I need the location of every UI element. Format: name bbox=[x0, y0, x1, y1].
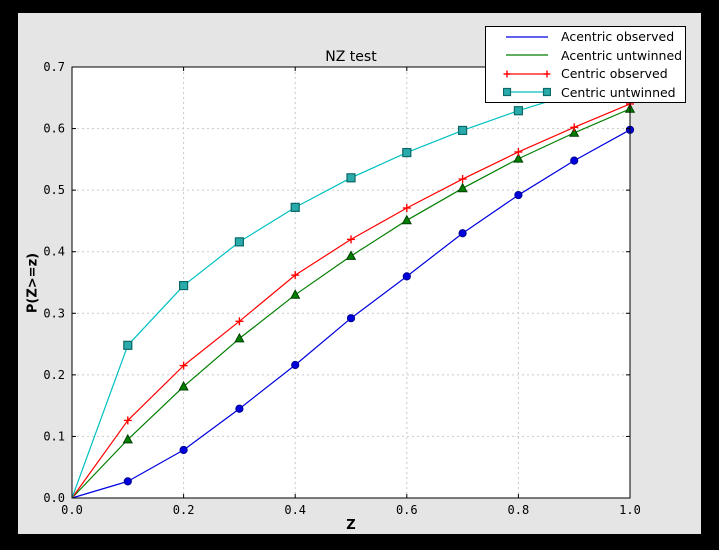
acentric-observed-marker bbox=[458, 229, 467, 238]
acentric-untwinned-marker bbox=[457, 182, 468, 193]
centric-untwinned-marker bbox=[513, 106, 523, 116]
legend-swatch-acentric-untwinned bbox=[506, 54, 548, 56]
y-tick-label: 0.7 bbox=[43, 60, 65, 74]
chart-canvas: 0.0 0.2 0.4 0.6 0.8 1.0 0.0 0.1 0.2 0.3 0.4 0.5 0.6 0… bbox=[43, 60, 641, 517]
acentric-observed-marker bbox=[291, 360, 300, 370]
centric-untwinned-marker bbox=[402, 147, 412, 158]
x-tick-label: 0.0 bbox=[61, 503, 83, 517]
y-tick-label: 0.2 bbox=[43, 368, 65, 382]
acentric-observed-marker bbox=[346, 314, 356, 323]
y-tick-label: 0.6 bbox=[43, 122, 65, 136]
acentric-observed-marker bbox=[514, 190, 523, 200]
x-axis-label: Z bbox=[346, 518, 356, 533]
legend-row-acentric-observed: Acentric observed bbox=[486, 28, 685, 45]
x-tick-label: 0.2 bbox=[173, 503, 195, 517]
y-tick-label: 0.4 bbox=[43, 245, 65, 259]
centric-untwinned-marker bbox=[123, 340, 133, 350]
legend: Acentric observed Acentric untwinned Cen… bbox=[485, 26, 686, 103]
legend-swatch-centric-untwinned bbox=[503, 87, 551, 97]
acentric-observed-marker bbox=[402, 272, 411, 281]
plot-area bbox=[72, 67, 630, 498]
centric-untwinned-marker bbox=[290, 202, 300, 212]
acentric-untwinned-marker bbox=[178, 380, 189, 391]
acentric-observed-marker bbox=[179, 445, 188, 455]
acentric-untwinned-marker bbox=[234, 332, 245, 343]
acentric-observed-marker bbox=[235, 404, 244, 413]
legend-label-centric-observed: Centric observed bbox=[561, 66, 668, 82]
figure: 0.0 0.2 0.4 0.6 0.8 1.0 0.0 0.1 0.2 0.3 0.4 0.5 0.6 0… bbox=[18, 13, 701, 534]
legend-row-centric-untwinned: Centric untwinned bbox=[486, 84, 685, 101]
acentric-untwinned-marker bbox=[513, 153, 524, 163]
legend-swatch-acentric-observed bbox=[506, 36, 548, 38]
y-tick-label: 0.0 bbox=[43, 491, 65, 505]
legend-label-centric-untwinned: Centric untwinned bbox=[561, 84, 676, 100]
centric-untwinned-marker bbox=[458, 125, 468, 136]
x-tick-label: 0.4 bbox=[284, 503, 306, 517]
acentric-observed-marker bbox=[123, 477, 132, 486]
y-tick-label: 0.5 bbox=[43, 183, 65, 197]
x-tick-label: 0.6 bbox=[396, 503, 418, 517]
acentric-untwinned-marker bbox=[569, 127, 580, 137]
centric-untwinned-marker bbox=[179, 280, 189, 291]
legend-label-acentric-observed: Acentric observed bbox=[561, 29, 675, 45]
legend-row-centric-observed: Centric observed bbox=[486, 65, 685, 82]
y-tick-label: 0.1 bbox=[43, 429, 65, 443]
x-tick-label: 1.0 bbox=[619, 503, 641, 517]
chart-title: NZ test bbox=[325, 49, 377, 65]
x-tick-label: 0.8 bbox=[508, 503, 530, 517]
legend-swatch-centric-observed bbox=[503, 70, 551, 78]
legend-label-acentric-untwinned: Acentric untwinned bbox=[561, 47, 683, 63]
acentric-untwinned-marker bbox=[345, 250, 357, 260]
centric-untwinned-marker bbox=[346, 173, 356, 183]
acentric-untwinned-marker bbox=[122, 433, 133, 444]
acentric-untwinned-marker bbox=[290, 289, 301, 299]
centric-untwinned-marker bbox=[234, 237, 244, 247]
legend-row-acentric-untwinned: Acentric untwinned bbox=[486, 47, 685, 64]
plot-frame bbox=[71, 66, 631, 499]
acentric-observed-marker bbox=[570, 156, 579, 165]
y-tick-label: 0.3 bbox=[43, 306, 65, 320]
acentric-untwinned-marker bbox=[401, 214, 412, 225]
